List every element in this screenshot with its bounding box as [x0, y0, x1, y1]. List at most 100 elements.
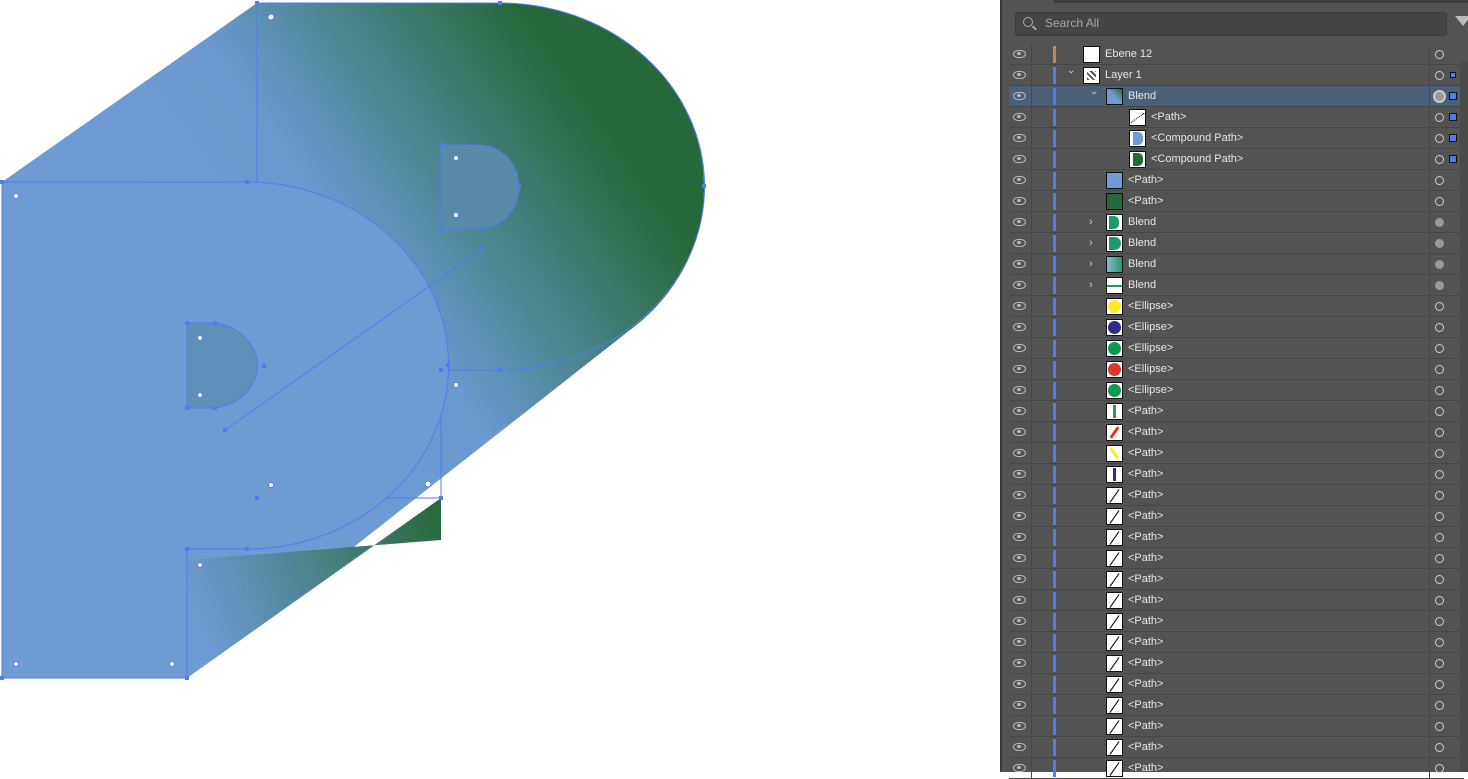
layer-row[interactable]: <Path> [1009, 548, 1464, 569]
layer-row[interactable]: <Path> [1009, 401, 1464, 422]
visibility-eye-icon[interactable] [1013, 701, 1026, 709]
visibility-eye-icon[interactable] [1013, 365, 1026, 373]
layer-row[interactable]: <Path> [1009, 107, 1464, 128]
visibility-eye-icon[interactable] [1013, 176, 1026, 184]
layer-row[interactable]: <Path> [1009, 485, 1464, 506]
target-circle-icon[interactable] [1435, 407, 1444, 416]
target-circle-icon[interactable] [1435, 680, 1444, 689]
chevron-down-icon[interactable]: › [1088, 91, 1100, 95]
target-circle-icon[interactable] [1435, 533, 1444, 542]
visibility-eye-icon[interactable] [1013, 323, 1026, 331]
visibility-eye-icon[interactable] [1013, 134, 1026, 142]
layer-row[interactable]: <Path> [1009, 653, 1464, 674]
layer-row[interactable]: <Path> [1009, 569, 1464, 590]
visibility-eye-icon[interactable] [1013, 155, 1026, 163]
visibility-eye-icon[interactable] [1013, 659, 1026, 667]
target-circle-icon[interactable] [1435, 281, 1444, 290]
target-circle-icon[interactable] [1435, 239, 1444, 248]
visibility-eye-icon[interactable] [1013, 197, 1026, 205]
visibility-eye-icon[interactable] [1013, 239, 1026, 247]
visibility-eye-icon[interactable] [1013, 344, 1026, 352]
layer-row[interactable]: › Blend [1009, 212, 1464, 233]
visibility-eye-icon[interactable] [1013, 50, 1026, 58]
target-circle-icon[interactable] [1435, 155, 1444, 164]
layer-row[interactable]: › Layer 1 [1009, 65, 1464, 86]
chevron-right-icon[interactable]: › [1089, 279, 1093, 291]
target-circle-icon[interactable] [1435, 512, 1444, 521]
visibility-eye-icon[interactable] [1013, 596, 1026, 604]
layer-row[interactable]: › Blend [1009, 254, 1464, 275]
blend-artwork[interactable] [0, 0, 1000, 772]
layer-row[interactable]: <Path> [1009, 611, 1464, 632]
visibility-eye-icon[interactable] [1013, 533, 1026, 541]
layer-row[interactable]: <Path> [1009, 695, 1464, 716]
target-circle-icon[interactable] [1435, 638, 1444, 647]
target-circle-icon[interactable] [1435, 71, 1444, 80]
selection-square-icon[interactable] [1449, 155, 1457, 163]
visibility-eye-icon[interactable] [1013, 512, 1026, 520]
target-circle-icon[interactable] [1435, 449, 1444, 458]
visibility-eye-icon[interactable] [1013, 386, 1026, 394]
layer-row[interactable]: <Path> [1009, 191, 1464, 212]
layer-row[interactable]: <Ellipse> [1009, 380, 1464, 401]
selection-square-icon[interactable] [1449, 92, 1457, 100]
layer-row[interactable]: › Blend [1009, 86, 1464, 107]
chevron-down-icon[interactable]: › [1065, 70, 1077, 74]
selection-square-icon[interactable] [1449, 113, 1457, 121]
search-input[interactable]: Search All [1015, 12, 1447, 36]
visibility-eye-icon[interactable] [1013, 407, 1026, 415]
layer-row[interactable]: Ebene 12 [1009, 44, 1464, 65]
layer-row[interactable]: <Ellipse> [1009, 296, 1464, 317]
visibility-eye-icon[interactable] [1013, 743, 1026, 751]
target-circle-icon[interactable] [1435, 659, 1444, 668]
chevron-right-icon[interactable]: › [1089, 237, 1093, 249]
target-circle-icon[interactable] [1435, 113, 1444, 122]
target-circle-icon[interactable] [1435, 743, 1444, 752]
target-circle-icon[interactable] [1435, 470, 1444, 479]
target-circle-icon[interactable] [1435, 50, 1444, 59]
target-circle-icon[interactable] [1435, 302, 1444, 311]
visibility-eye-icon[interactable] [1013, 113, 1026, 121]
chevron-right-icon[interactable]: › [1089, 216, 1093, 228]
visibility-eye-icon[interactable] [1013, 491, 1026, 499]
visibility-eye-icon[interactable] [1013, 92, 1026, 100]
target-circle-icon[interactable] [1435, 428, 1444, 437]
selection-square-icon[interactable] [1449, 134, 1457, 142]
target-circle-icon[interactable] [1434, 91, 1445, 102]
layer-row[interactable]: <Path> [1009, 632, 1464, 653]
layer-row[interactable]: <Path> [1009, 674, 1464, 695]
layer-row[interactable]: <Ellipse> [1009, 359, 1464, 380]
filter-icon[interactable] [1455, 16, 1468, 26]
chevron-right-icon[interactable]: › [1089, 258, 1093, 270]
target-circle-icon[interactable] [1435, 701, 1444, 710]
layer-row[interactable]: <Path> [1009, 170, 1464, 191]
layer-row[interactable]: <Path> [1009, 737, 1464, 758]
layer-row[interactable]: <Compound Path> [1009, 149, 1464, 170]
layer-row[interactable]: <Path> [1009, 443, 1464, 464]
artboard-canvas[interactable] [0, 0, 1000, 772]
layer-row[interactable]: <Path> [1009, 527, 1464, 548]
target-circle-icon[interactable] [1435, 218, 1444, 227]
selection-square-icon[interactable] [1450, 72, 1456, 78]
layer-row[interactable]: <Ellipse> [1009, 317, 1464, 338]
target-circle-icon[interactable] [1435, 491, 1444, 500]
visibility-eye-icon[interactable] [1013, 470, 1026, 478]
layer-row[interactable]: <Path> [1009, 464, 1464, 485]
layer-row[interactable]: <Ellipse> [1009, 338, 1464, 359]
visibility-eye-icon[interactable] [1013, 71, 1026, 79]
layer-row[interactable]: › Blend [1009, 275, 1464, 296]
target-circle-icon[interactable] [1435, 575, 1444, 584]
layer-row[interactable]: <Path> [1009, 758, 1464, 779]
visibility-eye-icon[interactable] [1013, 722, 1026, 730]
scrollbar[interactable] [1460, 62, 1468, 772]
target-circle-icon[interactable] [1435, 260, 1444, 269]
layer-row[interactable]: <Compound Path> [1009, 128, 1464, 149]
visibility-eye-icon[interactable] [1013, 302, 1026, 310]
visibility-eye-icon[interactable] [1013, 218, 1026, 226]
layer-row[interactable]: › Blend [1009, 233, 1464, 254]
target-circle-icon[interactable] [1435, 323, 1444, 332]
target-circle-icon[interactable] [1435, 134, 1444, 143]
visibility-eye-icon[interactable] [1013, 764, 1026, 772]
visibility-eye-icon[interactable] [1013, 575, 1026, 583]
target-circle-icon[interactable] [1435, 365, 1444, 374]
